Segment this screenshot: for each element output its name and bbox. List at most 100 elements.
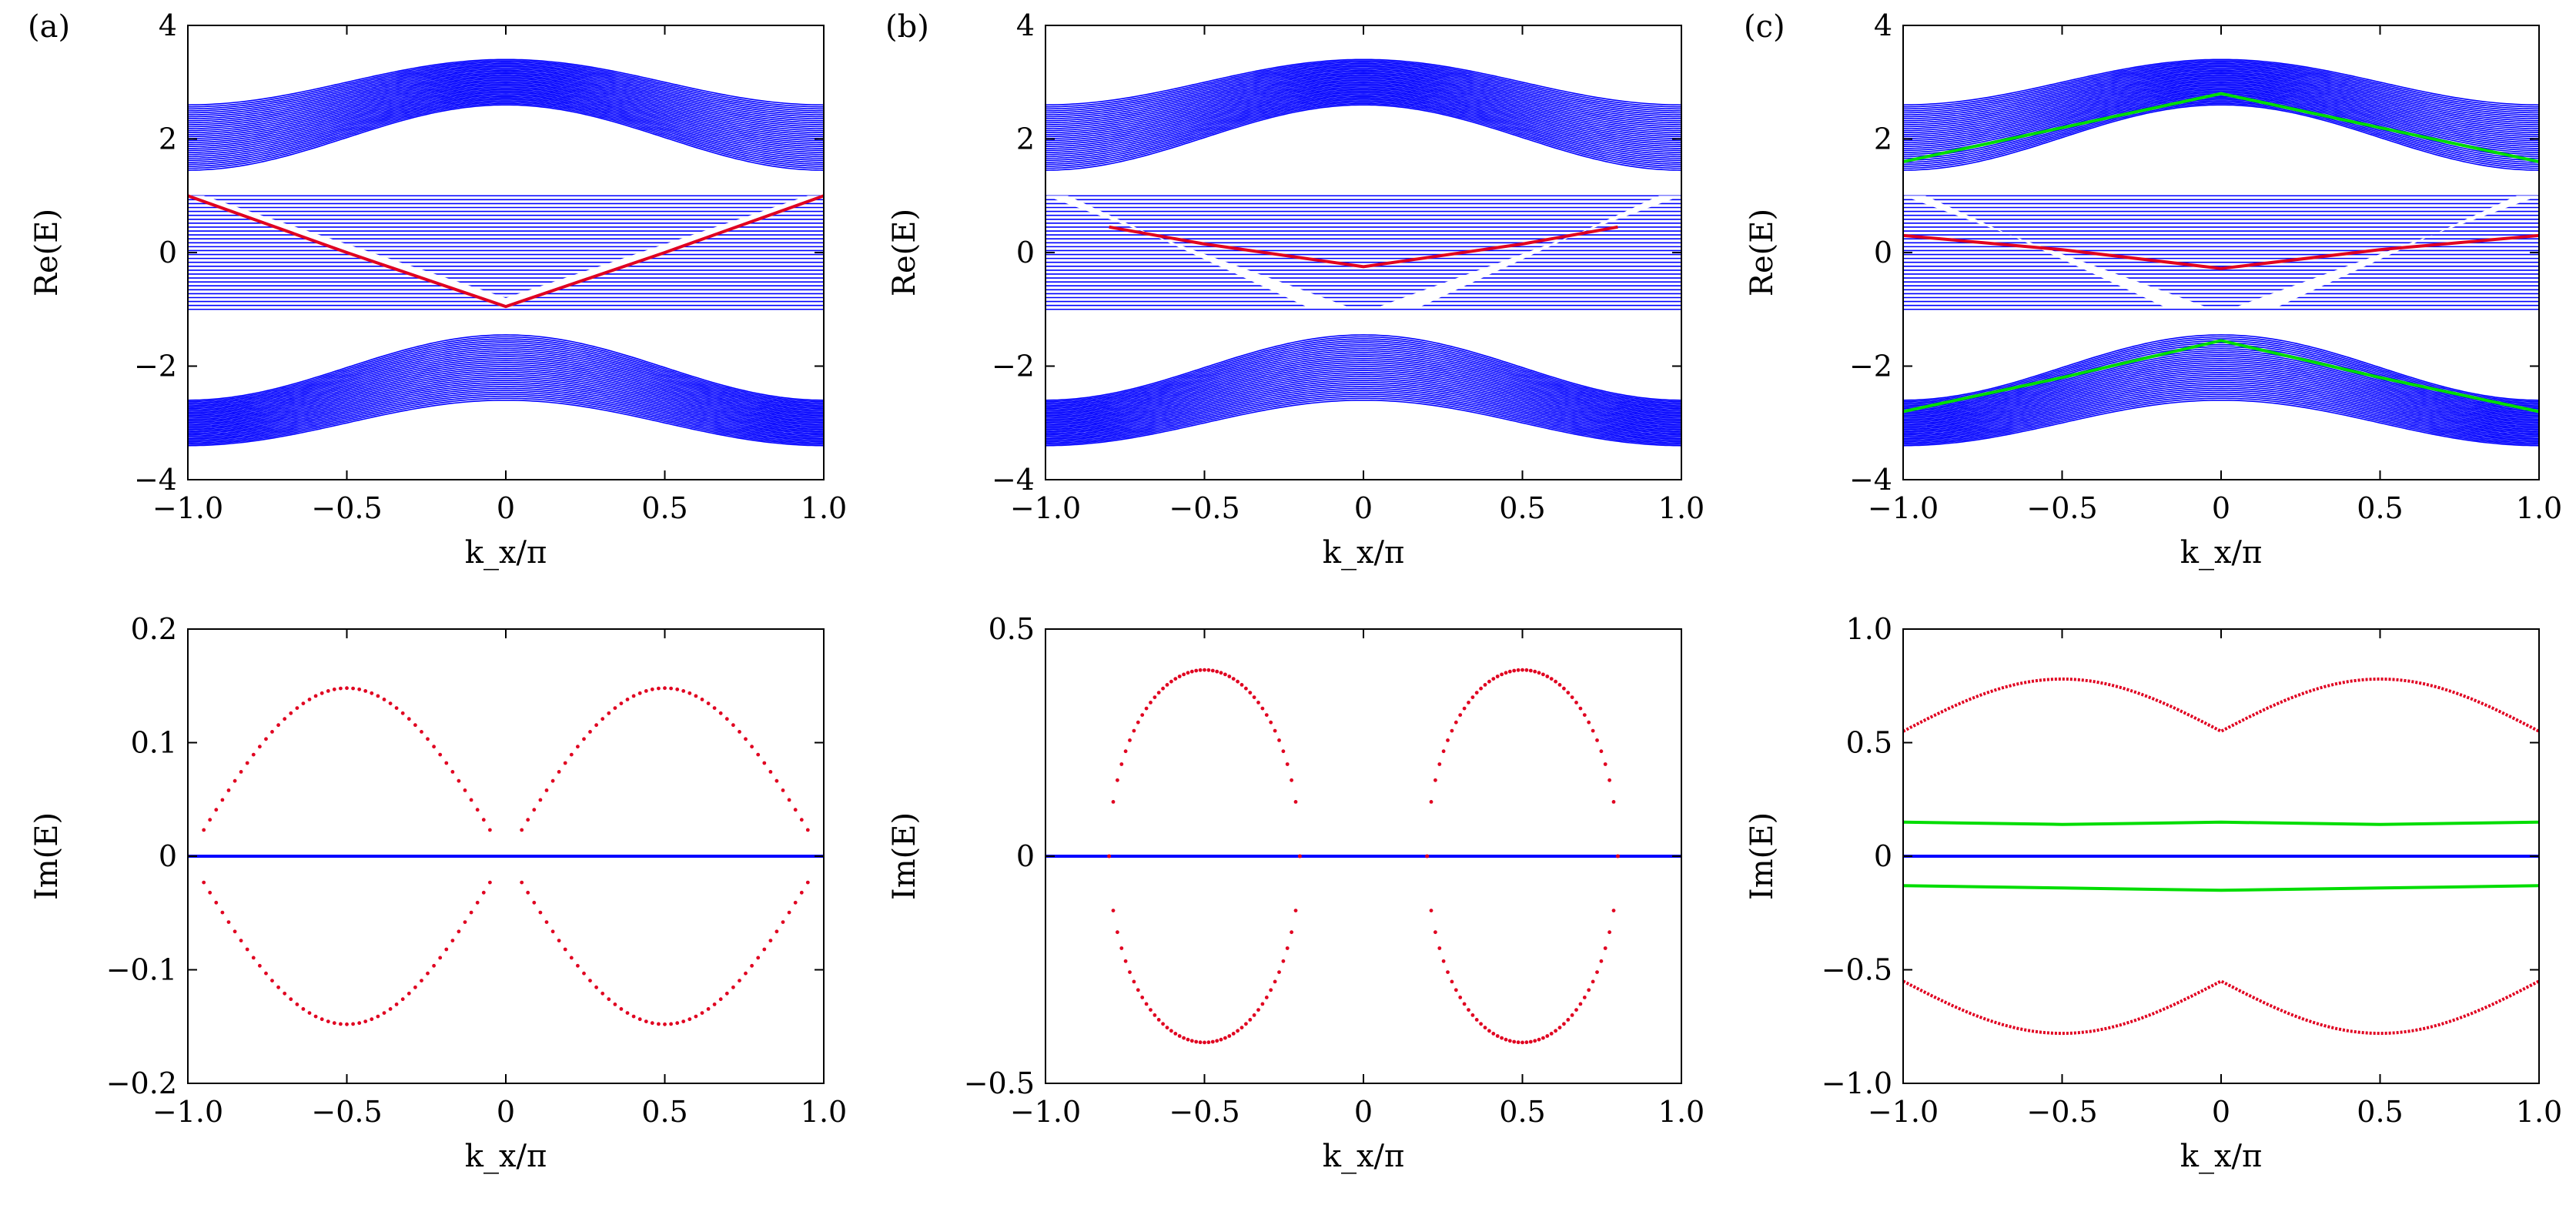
band-line <box>188 340 824 405</box>
chart-b-bottom: −1.0 −0.5 0 0.5 1.0−0.500.5k_x/πIm(E) <box>887 612 1705 1174</box>
data-point <box>1136 720 1140 725</box>
data-point <box>1479 1022 1483 1026</box>
data-point <box>607 711 611 715</box>
data-point <box>1231 1032 1236 1036</box>
data-point <box>444 761 449 765</box>
data-point <box>576 745 580 749</box>
x-tick-label: 0 <box>497 1095 515 1129</box>
data-point <box>1557 683 1562 687</box>
y-axis-label: Im(E) <box>887 812 922 900</box>
chart-b-top: −1.0 −0.5 0 0.5 1.0 −4 −2 0 2 4 k_x/π Re(E) <box>887 8 1705 571</box>
data-point <box>1578 706 1583 711</box>
band-line <box>188 400 824 447</box>
band-line <box>1045 100 1681 166</box>
data-point <box>588 979 592 982</box>
x-tick-label: 0 <box>2212 491 2230 525</box>
x-tick-label: −1.0 <box>152 1095 223 1129</box>
data-point <box>557 770 561 774</box>
data-point <box>582 737 586 741</box>
y-tick-label: 0.5 <box>989 612 1035 646</box>
band-line <box>188 83 824 142</box>
data-point <box>295 1002 299 1006</box>
data-point <box>1434 930 1437 935</box>
band-line <box>1045 340 1681 405</box>
data-point <box>382 698 386 701</box>
band-line <box>1045 390 1681 440</box>
x-tick-label: 1.0 <box>1658 491 1705 525</box>
data-point <box>1599 749 1604 754</box>
data-point <box>631 1014 636 1019</box>
data-point <box>1516 668 1521 672</box>
chart-a-bottom: −1.0 −0.5 0 0.5 1.0 −0.2 −0.1 0 0.1 0.2 k_x/π Im(E) <box>29 612 847 1174</box>
data-point <box>413 985 417 989</box>
data-point <box>1194 668 1199 673</box>
series-line <box>188 194 824 309</box>
data-point <box>1236 1029 1239 1033</box>
data-point <box>270 730 274 734</box>
band-line <box>1903 102 2539 169</box>
x-axis-label: k_x/π <box>465 1139 547 1174</box>
data-point <box>202 828 206 832</box>
y-tick-label: 0 <box>1016 839 1035 873</box>
data-point <box>1194 1039 1199 1044</box>
data-point <box>475 808 480 812</box>
band-line <box>1903 69 2539 122</box>
x-axis-label: k_x/π <box>2180 1139 2263 1174</box>
band-line <box>1903 72 2539 126</box>
data-point <box>295 706 299 710</box>
band-line <box>1045 76 1681 132</box>
data-point <box>202 880 206 885</box>
data-point <box>301 701 306 705</box>
data-point <box>426 971 430 976</box>
band-line <box>188 99 824 163</box>
band-line <box>1903 391 2539 441</box>
data-point <box>1156 691 1161 695</box>
data-point <box>657 686 661 691</box>
data-point <box>1512 1039 1517 1044</box>
data-point <box>625 698 630 701</box>
band-line <box>188 95 824 159</box>
x-tick-label: 1.0 <box>2516 491 2562 525</box>
data-point <box>619 1007 624 1011</box>
x-tick-label: 0 <box>1354 491 1373 525</box>
data-point <box>245 947 249 952</box>
data-point <box>669 1022 673 1026</box>
data-point <box>744 971 748 976</box>
data-point <box>588 730 592 734</box>
band-line <box>188 72 824 126</box>
data-point <box>351 1022 355 1026</box>
data-point <box>1458 996 1463 999</box>
data-point <box>557 939 561 942</box>
band-line <box>1045 92 1681 153</box>
data-point <box>1425 854 1429 859</box>
data-point <box>526 890 530 895</box>
data-point <box>569 752 574 757</box>
x-tick-label: 1.0 <box>2516 1095 2562 1129</box>
band-line <box>188 88 824 147</box>
data-point <box>289 997 293 1002</box>
data-point <box>1458 713 1463 717</box>
band-line <box>1903 86 2539 146</box>
data-point <box>550 929 555 934</box>
band-line <box>188 387 824 438</box>
band-line <box>1903 65 2539 115</box>
band-line <box>188 86 824 146</box>
x-axis-label: k_x/π <box>1323 1139 1405 1174</box>
band-line <box>1045 62 1681 112</box>
data-point <box>270 979 274 982</box>
data-point <box>1119 946 1124 950</box>
band-line <box>1903 366 2539 423</box>
data-point <box>226 788 231 792</box>
data-point <box>1186 671 1190 675</box>
data-point <box>319 1017 324 1022</box>
x-tick-label: −0.5 <box>1169 1095 1239 1129</box>
data-point <box>538 910 543 915</box>
band-line <box>1045 78 1681 133</box>
band-line <box>1903 74 2539 128</box>
band-line <box>1903 59 2539 106</box>
band-line <box>1045 86 1681 146</box>
x-tick-label: −1.0 <box>1010 491 1081 525</box>
data-point <box>1149 1008 1153 1012</box>
data-point <box>307 1011 312 1015</box>
data-point <box>781 788 785 792</box>
